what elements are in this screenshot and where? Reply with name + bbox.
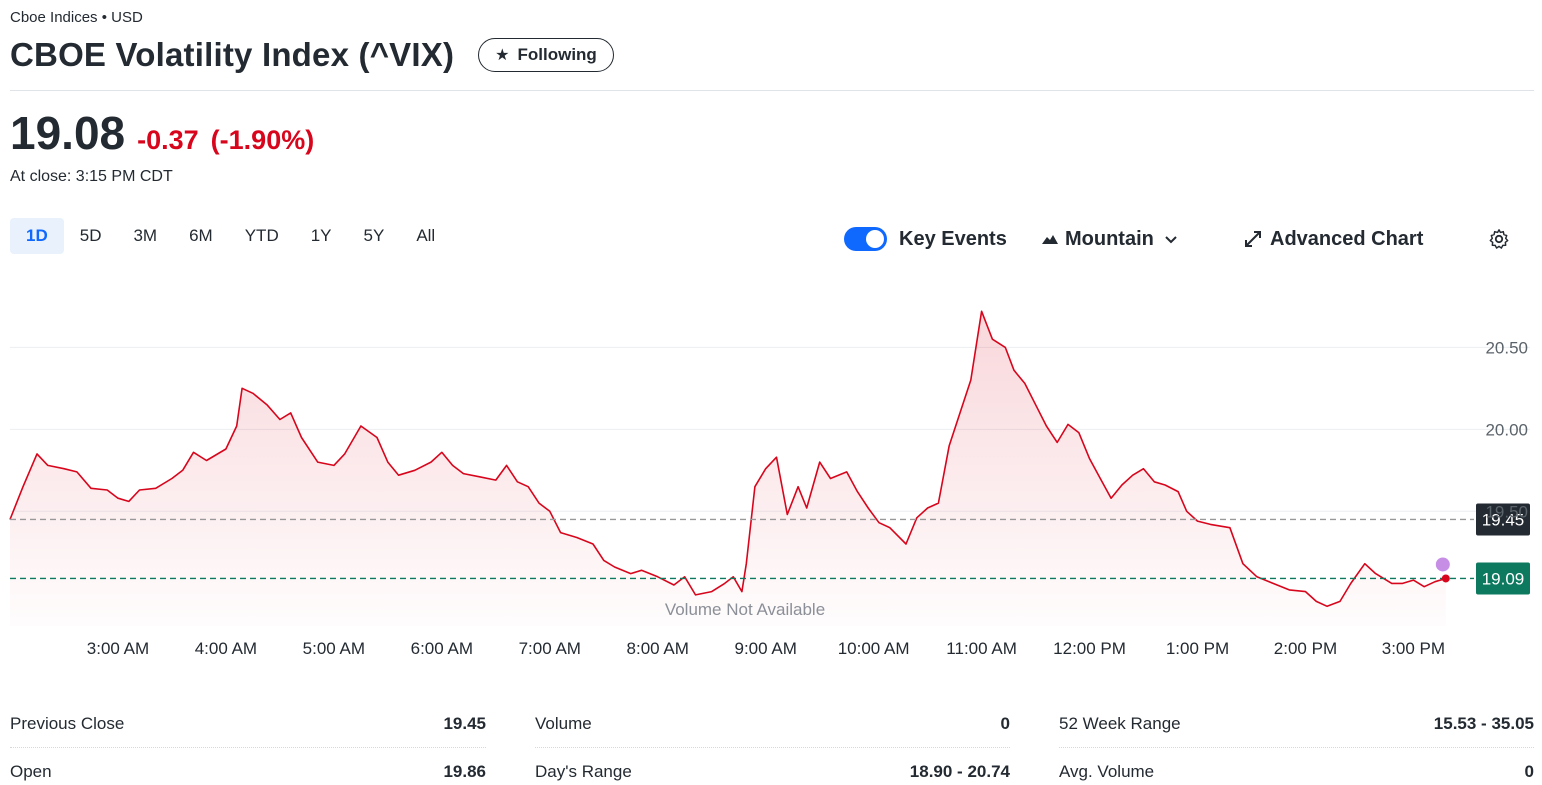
expand-icon — [1245, 231, 1261, 247]
range-5d-button[interactable]: 5D — [79, 226, 102, 245]
x-tick-label: 1:00 PM — [1166, 639, 1229, 658]
advanced-chart-label: Advanced Chart — [1270, 227, 1424, 250]
range-6m-button[interactable]: 6M — [189, 226, 213, 245]
price-change-percent: (-1.90%) — [210, 125, 315, 155]
stat-value: 15.53 - 35.05 — [1433, 713, 1534, 733]
stat-previous-close: Previous Close 19.45 — [10, 700, 486, 748]
chart-type-dropdown[interactable]: Mountain — [1041, 222, 1178, 256]
stat-label: Open — [10, 762, 52, 781]
price-line — [9, 310, 1447, 608]
key-event-marker[interactable] — [1435, 557, 1450, 572]
x-tick-label: 10:00 AM — [838, 639, 910, 658]
y-tick-label: 20.00 — [1485, 420, 1528, 439]
stat-label: Volume — [535, 713, 592, 733]
x-tick-label: 7:00 AM — [519, 639, 581, 658]
following-label: Following — [517, 45, 597, 64]
x-tick-label: 4:00 AM — [195, 639, 257, 658]
stat-label: Previous Close — [10, 713, 125, 733]
price-change: -0.37 — [137, 125, 199, 155]
stat-value: 0 — [1000, 713, 1010, 733]
mountain-icon — [1042, 235, 1058, 244]
x-tick-label: 12:00 PM — [1053, 639, 1126, 658]
stat-label: Day's Range — [535, 762, 632, 781]
current-price: 19.08 — [10, 107, 126, 159]
settings-button[interactable] — [1488, 222, 1510, 256]
key-events-control[interactable]: Key Events — [844, 222, 1007, 256]
x-tick-label: 5:00 AM — [303, 639, 365, 658]
price-area-fill — [10, 311, 1446, 626]
x-tick-label: 3:00 AM — [87, 639, 149, 658]
x-tick-label: 6:00 AM — [411, 639, 473, 658]
following-button[interactable]: ★ Following — [478, 38, 614, 72]
stats-column-3: 52 Week Range 15.53 - 35.05 Avg. Volume … — [1059, 700, 1534, 785]
stat-open: Open 19.86 — [10, 748, 486, 785]
stats-column-1: Previous Close 19.45 Open 19.86 — [10, 700, 486, 785]
range-3m-button[interactable]: 3M — [133, 226, 158, 245]
chevron-down-icon — [1165, 236, 1177, 244]
exchange-label: Cboe Indices • USD — [10, 9, 143, 26]
gear-icon — [1489, 229, 1509, 249]
stat-52-week-range: 52 Week Range 15.53 - 35.05 — [1059, 700, 1534, 748]
last-price-label: 19.09 — [1482, 569, 1525, 588]
key-events-label: Key Events — [899, 227, 1007, 250]
header-divider — [10, 90, 1534, 91]
volume-not-available: Volume Not Available — [664, 600, 826, 619]
price-chart[interactable]: 19.45 19.09 20.50 20.00 19.50 3:00 AM 4:00 AM… — [0, 270, 1542, 670]
x-tick-label: 2:00 PM — [1274, 639, 1337, 658]
x-tick-label: 9:00 AM — [735, 639, 797, 658]
page-title: CBOE Volatility Index (^VIX) — [10, 36, 455, 73]
stat-value: 19.86 — [443, 762, 486, 781]
y-tick-label: 19.50 — [1485, 502, 1528, 521]
stat-days-range: Day's Range 18.90 - 20.74 — [535, 748, 1010, 785]
range-all-button[interactable]: All — [416, 226, 436, 245]
range-5y-button[interactable]: 5Y — [363, 226, 385, 245]
title-row: CBOE Volatility Index (^VIX) ★ Following — [10, 36, 614, 74]
last-price-dot — [1441, 574, 1450, 583]
stat-value: 0 — [1524, 762, 1534, 781]
range-1d-button[interactable]: 1D — [10, 218, 64, 254]
toggle-knob — [866, 230, 884, 248]
previous-close-label: 19.45 — [1482, 510, 1525, 529]
stat-label: Avg. Volume — [1059, 762, 1155, 781]
x-tick-label: 3:00 PM — [1382, 639, 1445, 658]
advanced-chart-button[interactable]: Advanced Chart — [1244, 222, 1423, 256]
stat-volume: Volume 0 — [535, 700, 1010, 748]
x-tick-label: 11:00 AM — [946, 639, 1017, 658]
chart-type-label: Mountain — [1065, 227, 1154, 250]
stats-column-2: Volume 0 Day's Range 18.90 - 20.74 — [535, 700, 1010, 785]
stat-label: 52 Week Range — [1059, 713, 1181, 733]
stat-value: 19.45 — [443, 713, 486, 733]
range-selector: 1D 5D 3M 6M YTD 1Y 5Y All — [10, 218, 451, 254]
range-ytd-button[interactable]: YTD — [244, 226, 279, 245]
chart-svg: 19.45 19.09 20.50 20.00 19.50 3:00 AM 4:00 AM… — [9, 310, 1530, 658]
y-tick-label: 20.50 — [1485, 338, 1528, 357]
stat-value: 18.90 - 20.74 — [909, 762, 1010, 781]
key-events-toggle[interactable] — [844, 227, 887, 251]
close-time-note: At close: 3:15 PM CDT — [10, 168, 173, 185]
last-price-badge — [1476, 562, 1530, 595]
star-icon: ★ — [495, 47, 510, 64]
stat-avg-volume: Avg. Volume 0 — [1059, 748, 1534, 785]
previous-close-badge — [1476, 503, 1530, 536]
quote-row: 19.08 -0.37 (-1.90%) — [10, 106, 314, 160]
range-1y-button[interactable]: 1Y — [310, 226, 332, 245]
x-tick-label: 8:00 AM — [627, 639, 689, 658]
